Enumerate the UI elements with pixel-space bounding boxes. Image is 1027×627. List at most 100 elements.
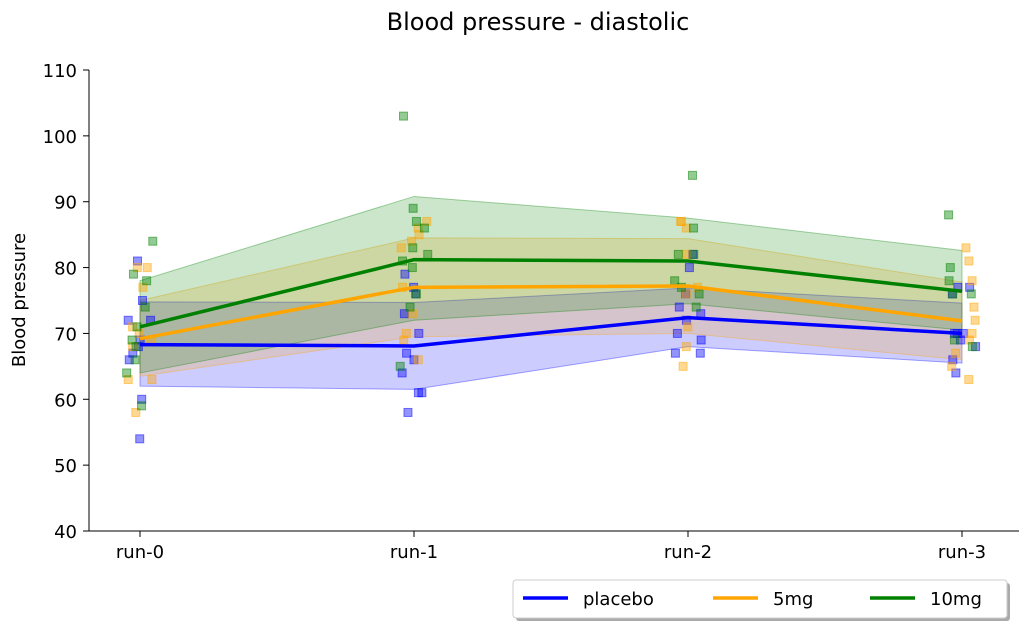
data-point-5mg [681, 289, 691, 299]
data-point-5mg [399, 335, 409, 345]
data-point-placebo [695, 348, 705, 358]
data-point-5mg [967, 276, 977, 286]
x-axis-ticks: run-0 run-1 run-2 run-3 [116, 531, 986, 563]
data-point-5mg [681, 223, 691, 233]
data-point-placebo [414, 328, 424, 338]
data-point-10mg [405, 302, 415, 312]
x-tick-label: run-2 [664, 542, 712, 563]
x-tick-label: run-0 [116, 542, 164, 563]
data-point-5mg [969, 302, 979, 312]
data-point-placebo [402, 348, 412, 358]
legend-label-placebo: placebo [583, 589, 654, 610]
data-point-10mg [127, 335, 137, 345]
legend-label-5mg: 5mg [773, 589, 813, 610]
data-point-10mg [411, 289, 421, 299]
y-axis-label: Blood pressure [9, 233, 30, 367]
data-point-placebo [137, 394, 147, 404]
data-point-5mg [947, 361, 957, 371]
data-point-5mg [970, 315, 980, 325]
data-point-10mg [945, 263, 955, 273]
data-point-10mg [407, 263, 417, 273]
mean-line-placebo [139, 315, 963, 348]
y-tick-label: 50 [54, 456, 77, 477]
data-point-5mg [413, 223, 423, 233]
data-point-10mg [130, 355, 140, 365]
data-point-placebo [684, 263, 694, 273]
x-tick-label: run-1 [390, 542, 438, 563]
y-tick-label: 100 [43, 127, 77, 148]
data-point-10mg [689, 223, 699, 233]
data-point-10mg [128, 269, 138, 279]
chart-title: Blood pressure - diastolic [387, 8, 690, 36]
mean-line-10mg [139, 257, 963, 329]
data-point-10mg [408, 243, 418, 253]
band-5mg [139, 237, 963, 377]
mean-line-5mg [139, 284, 963, 341]
data-point-10mg [967, 342, 977, 352]
data-point-placebo [955, 335, 965, 345]
data-point-5mg [147, 375, 157, 385]
data-point-5mg [401, 328, 411, 338]
data-point-10mg [137, 401, 147, 411]
data-point-placebo [965, 282, 975, 292]
data-point-5mg [131, 407, 141, 417]
data-point-10mg [411, 216, 421, 226]
y-tick-label: 70 [54, 324, 77, 345]
data-point-10mg [673, 249, 683, 259]
y-tick-label: 80 [54, 259, 77, 280]
data-point-10mg [689, 249, 699, 259]
data-point-10mg [423, 249, 433, 259]
data-point-10mg [408, 203, 418, 213]
data-point-5mg [951, 348, 961, 358]
data-point-5mg [964, 335, 974, 345]
data-point-10mg [142, 276, 152, 286]
data-point-10mg [140, 302, 150, 312]
data-point-5mg [414, 230, 424, 240]
data-point-5mg [964, 256, 974, 266]
data-point-placebo [413, 388, 423, 398]
y-tick-label: 90 [54, 193, 77, 214]
mean-lines [139, 257, 963, 348]
data-point-placebo [128, 348, 138, 358]
data-point-5mg [964, 375, 974, 385]
data-point-5mg [678, 361, 688, 371]
data-point-10mg [419, 223, 429, 233]
data-point-placebo [674, 302, 684, 312]
data-point-5mg [683, 322, 693, 332]
data-point-10mg [122, 368, 132, 378]
data-point-placebo [948, 355, 958, 365]
data-point-placebo [403, 407, 413, 417]
data-point-5mg [142, 263, 152, 273]
data-point-10mg [395, 361, 405, 371]
data-point-5mg [681, 342, 691, 352]
data-point-placebo [670, 348, 680, 358]
band-10mg [139, 195, 963, 374]
data-point-placebo [696, 335, 706, 345]
y-tick-label: 110 [43, 61, 77, 82]
data-point-10mg [148, 236, 158, 246]
data-point-10mg [132, 322, 142, 332]
y-tick-label: 40 [54, 522, 77, 543]
data-point-10mg [944, 276, 954, 286]
confidence-bands [139, 195, 963, 390]
legend: placebo 5mg 10mg [512, 579, 1010, 621]
data-point-placebo [138, 296, 148, 305]
y-axis-ticks: 40 50 60 70 80 90 100 110 [43, 61, 89, 543]
data-point-placebo [672, 328, 682, 338]
band-placebo [139, 287, 963, 390]
data-point-5mg [396, 243, 406, 253]
data-point-10mg [691, 302, 701, 312]
data-point-5mg [134, 328, 144, 338]
data-point-5mg [413, 355, 423, 365]
data-point-placebo [397, 368, 407, 378]
axes [88, 70, 1019, 532]
data-point-5mg [408, 309, 418, 319]
data-point-10mg [399, 111, 409, 121]
legend-label-10mg: 10mg [930, 589, 982, 610]
data-point-10mg [966, 289, 976, 299]
data-point-5mg [123, 375, 133, 385]
x-tick-label: run-3 [938, 542, 986, 563]
data-point-5mg [422, 216, 432, 226]
data-point-5mg [967, 328, 977, 338]
legend-frame [512, 579, 1008, 619]
